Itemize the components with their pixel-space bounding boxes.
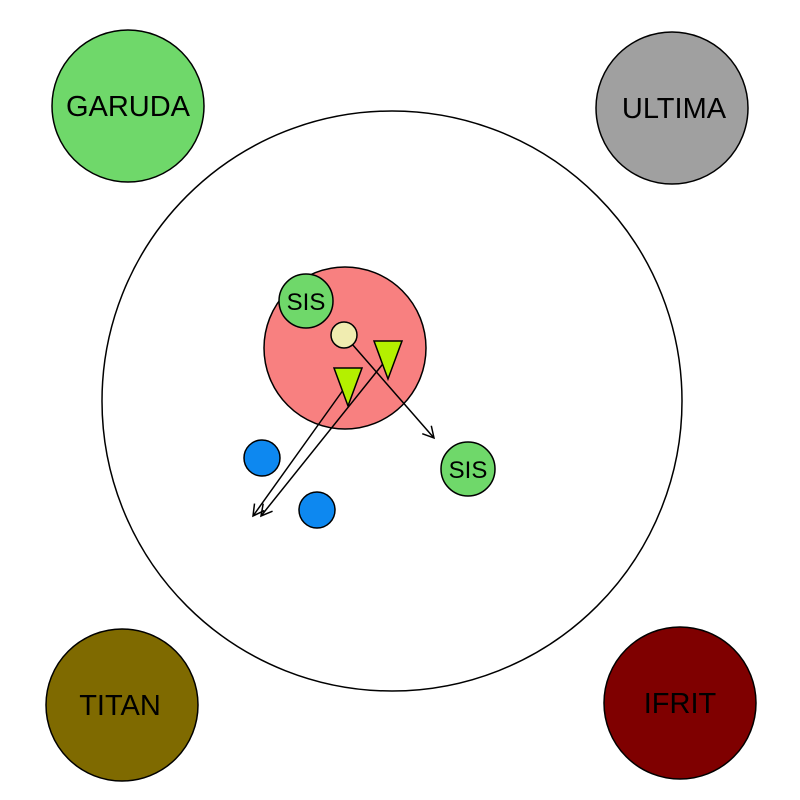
player-dot [330, 321, 358, 349]
ifrit-circle [603, 626, 757, 780]
triangle-marker [372, 340, 404, 382]
titan-circle [45, 628, 199, 782]
sis-marker-circle [440, 441, 496, 497]
arrow [260, 359, 387, 518]
ultima-label: ULTIMA [622, 93, 727, 125]
ultima-circle [595, 31, 749, 185]
ifrit-label: IFRIT [644, 688, 717, 720]
titan-label: TITAN [79, 690, 161, 722]
blue-dot [298, 491, 336, 529]
triangle-marker [332, 367, 364, 409]
garuda-label: GARUDA [66, 91, 191, 123]
sis-marker-circle [278, 273, 334, 329]
arrow [344, 335, 436, 440]
blue-dot [243, 439, 281, 477]
sis-marker-label: SIS [287, 289, 326, 316]
garuda-circle [51, 29, 205, 183]
arrow [252, 385, 347, 518]
sis-marker-label: SIS [449, 457, 488, 484]
